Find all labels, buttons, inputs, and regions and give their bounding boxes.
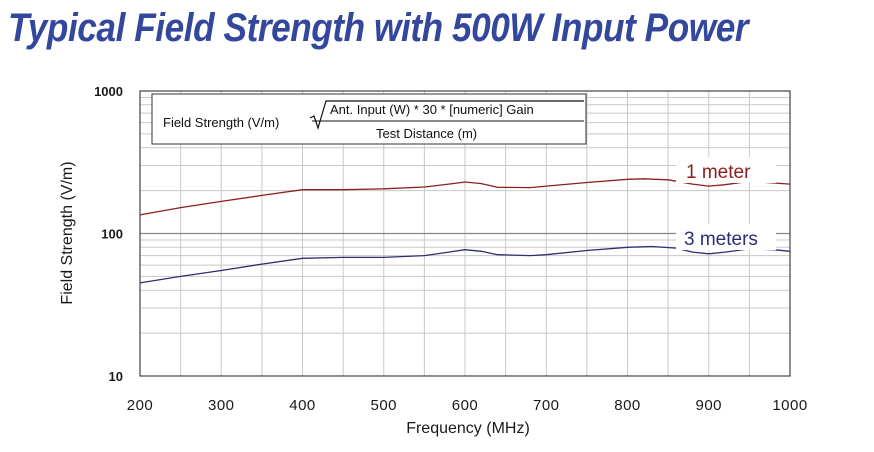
x-tick-labels: 200 300 400 500 600 700 800 900 1000 (127, 397, 807, 414)
series-label-3-meters: 3 meters (684, 229, 758, 250)
y-axis-label: Field Strength (V/m) (59, 161, 76, 304)
series-label-1-meter: 1 meter (686, 162, 751, 183)
x-tick-label: 800 (614, 397, 641, 414)
x-axis-label: Frequency (MHz) (406, 420, 530, 437)
y-tick-label: 10 (109, 369, 123, 384)
series-line-3-meters (139, 245, 791, 284)
chart-title: Typical Field Strength with 500W Input P… (8, 6, 749, 50)
series-label-bg-3m (676, 224, 776, 250)
x-tick-label: 700 (533, 397, 560, 414)
formula-annotation: Field Strength (V/m) Ant. Input (W) * 30… (151, 93, 587, 145)
x-tick-label: 200 (127, 397, 154, 414)
series-line-1-meter (139, 178, 791, 216)
x-tick-label: 600 (452, 397, 479, 414)
y-tick-labels: 10 100 1000 (94, 84, 123, 384)
sqrt-symbol (309, 100, 584, 130)
x-tick-label: 400 (289, 397, 316, 414)
x-tick-label: 900 (695, 397, 722, 414)
plot-frame (139, 90, 791, 377)
formula-lhs: Field Strength (V/m) (163, 115, 279, 130)
x-tick-label: 1000 (772, 397, 807, 414)
y-tick-label: 1000 (94, 84, 123, 99)
x-tick-label: 300 (208, 397, 235, 414)
formula-numerator: Ant. Input (W) * 30 * [numeric] Gain (330, 102, 534, 117)
formula-denominator: Test Distance (m) (376, 126, 477, 141)
x-tick-label: 500 (370, 397, 397, 414)
series-label-bg-1m (676, 157, 776, 183)
y-tick-label: 100 (101, 227, 123, 242)
series-lines (139, 178, 791, 284)
